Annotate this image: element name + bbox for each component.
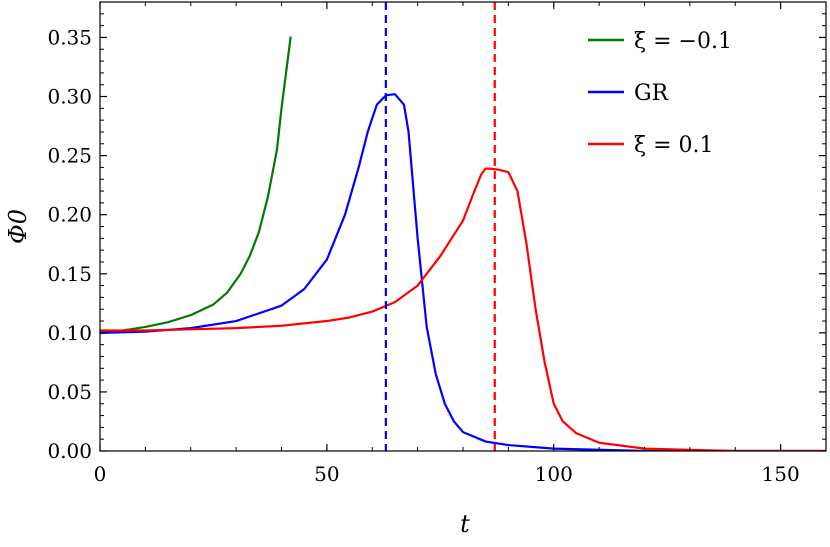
label-layer: 0 50 100 150 0.00 0.05 0.10 0.15 0.20 0.25 0.30 0.3… bbox=[4, 25, 800, 538]
y-tick-label-1: 0.05 bbox=[47, 380, 92, 404]
y-tick-label-2: 0.10 bbox=[47, 321, 92, 345]
vline-layer bbox=[384, 2, 496, 451]
series-line-2 bbox=[100, 167, 826, 451]
x-tick-label-3: 150 bbox=[762, 462, 800, 486]
x-tick-label-0: 0 bbox=[94, 462, 107, 486]
y-tick-label-3: 0.15 bbox=[47, 262, 92, 286]
y-tick-label-0: 0.00 bbox=[47, 439, 92, 463]
legend: ξ = −0.1 GR ξ = 0.1 bbox=[588, 29, 732, 158]
legend-label-2: ξ = 0.1 bbox=[634, 133, 714, 158]
series-layer bbox=[100, 36, 826, 451]
y-tick-label-4: 0.20 bbox=[47, 203, 92, 227]
x-axis-label: t bbox=[460, 510, 470, 538]
x-tick-label-1: 50 bbox=[314, 462, 339, 486]
legend-label-0: ξ = −0.1 bbox=[634, 29, 732, 54]
y-tick-label-5: 0.25 bbox=[47, 144, 92, 168]
series-line-0 bbox=[100, 36, 292, 333]
x-tick-label-2: 100 bbox=[535, 462, 573, 486]
legend-label-1: GR bbox=[634, 81, 670, 106]
y-tick-label-7: 0.35 bbox=[47, 25, 92, 49]
y-axis-label: Φ0 bbox=[4, 209, 32, 244]
series-line-1 bbox=[100, 93, 826, 451]
plot-frame bbox=[99, 1, 827, 452]
y-tick-label-6: 0.30 bbox=[47, 85, 92, 109]
tick-layer bbox=[99, 2, 826, 452]
